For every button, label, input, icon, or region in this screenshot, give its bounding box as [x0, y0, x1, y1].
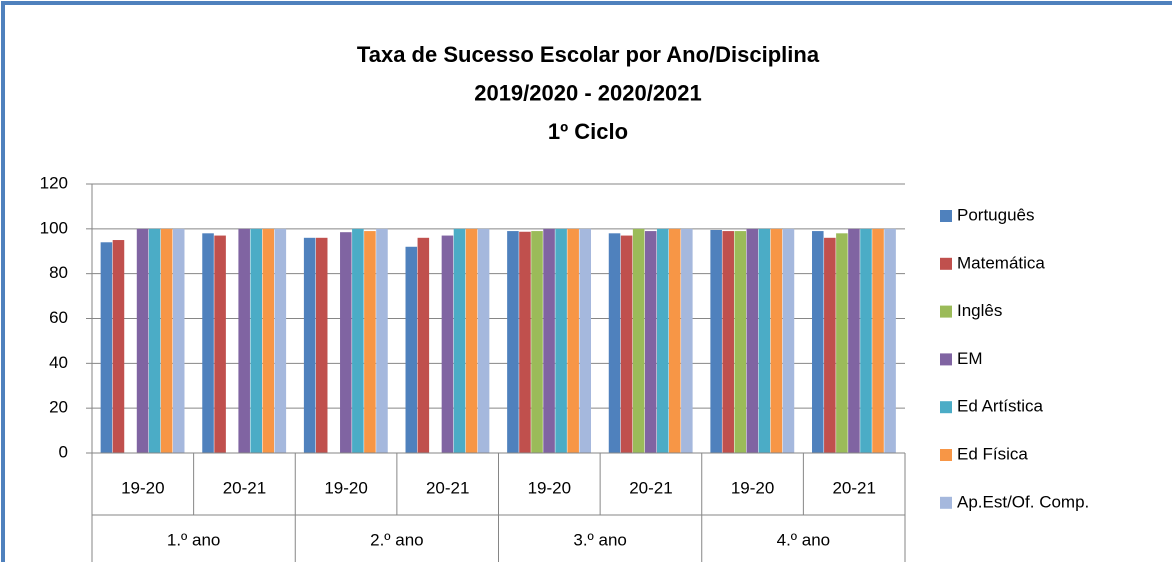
bar — [836, 233, 848, 453]
y-tick-label: 60 — [49, 308, 68, 327]
bar — [632, 228, 645, 453]
legend-label: Ed Física — [957, 444, 1028, 463]
legend-label: Ed Artística — [957, 397, 1044, 416]
bar — [812, 231, 824, 453]
bar — [872, 228, 884, 453]
bar — [710, 229, 722, 453]
legend-swatch — [940, 449, 952, 461]
bar — [274, 228, 287, 453]
x-tick-label: 19-20 — [324, 478, 367, 497]
bar — [860, 228, 872, 453]
bar — [507, 231, 519, 453]
group-label: 1.º ano — [167, 530, 220, 549]
bar — [136, 228, 149, 453]
x-tick-label: 20-21 — [426, 478, 469, 497]
chart-title: Taxa de Sucesso Escolar por Ano/Discipli… — [357, 42, 820, 67]
bar — [543, 228, 555, 453]
bar — [848, 228, 860, 453]
group-label: 4.º ano — [777, 530, 830, 549]
bar — [376, 228, 388, 453]
bar — [238, 228, 250, 453]
bar — [758, 228, 771, 453]
bar — [644, 231, 657, 453]
bar — [160, 228, 173, 453]
bar — [262, 228, 275, 453]
bar — [405, 246, 418, 453]
bar — [681, 228, 693, 453]
legend-swatch — [940, 257, 952, 270]
bar — [734, 231, 747, 453]
x-tick-label: 19-20 — [731, 478, 774, 497]
y-tick-label: 100 — [40, 218, 68, 237]
x-tick-label: 19-20 — [121, 478, 164, 497]
legend-label: EM — [957, 349, 983, 368]
bar — [608, 233, 621, 453]
bar — [531, 231, 543, 453]
bar — [746, 228, 759, 453]
group-label: 2.º ano — [370, 530, 423, 549]
legend-swatch — [940, 305, 952, 318]
chart-title: 2019/2020 - 2020/2021 — [474, 80, 702, 105]
bar — [315, 237, 328, 453]
x-tick-label: 20-21 — [223, 478, 266, 497]
bar — [669, 228, 681, 453]
bar — [100, 242, 113, 453]
x-tick-label: 20-21 — [629, 478, 672, 497]
bar — [884, 228, 896, 453]
bar — [202, 233, 214, 453]
bar — [172, 228, 185, 453]
bar — [352, 228, 364, 453]
bar — [465, 228, 478, 453]
legend-swatch — [940, 210, 952, 222]
y-tick-label: 40 — [49, 353, 68, 372]
bar — [148, 228, 161, 453]
legend-label: Inglês — [957, 301, 1002, 320]
bar — [656, 228, 669, 453]
bar — [340, 232, 352, 453]
bar — [567, 228, 579, 453]
bar — [417, 237, 430, 453]
x-tick-label: 20-21 — [832, 478, 875, 497]
bar — [555, 228, 567, 453]
y-tick-label: 20 — [49, 398, 68, 417]
bar — [477, 228, 490, 453]
chart-title: 1º Ciclo — [548, 119, 628, 144]
bar — [250, 228, 263, 453]
bar — [824, 237, 836, 453]
bar — [303, 237, 316, 453]
bar — [453, 228, 466, 453]
bar — [579, 228, 591, 453]
bar — [620, 235, 633, 453]
y-tick-label: 120 — [40, 173, 68, 192]
y-tick-label: 0 — [59, 442, 68, 461]
bar — [214, 235, 226, 453]
group-label: 3.º ano — [573, 530, 626, 549]
legend-swatch — [940, 353, 952, 366]
bar — [770, 228, 783, 453]
bar — [519, 231, 531, 453]
x-tick-label: 19-20 — [528, 478, 571, 497]
bar — [441, 235, 454, 453]
bar — [364, 231, 376, 453]
legend-label: Português — [957, 205, 1035, 224]
legend-swatch — [940, 401, 952, 414]
legend-swatch — [940, 496, 952, 509]
bar — [112, 240, 125, 453]
bar — [722, 231, 734, 453]
legend-label: Ap.Est/Of. Comp. — [957, 492, 1089, 511]
bar — [782, 228, 795, 453]
legend-label: Matemática — [957, 253, 1045, 272]
y-tick-label: 80 — [49, 263, 68, 282]
